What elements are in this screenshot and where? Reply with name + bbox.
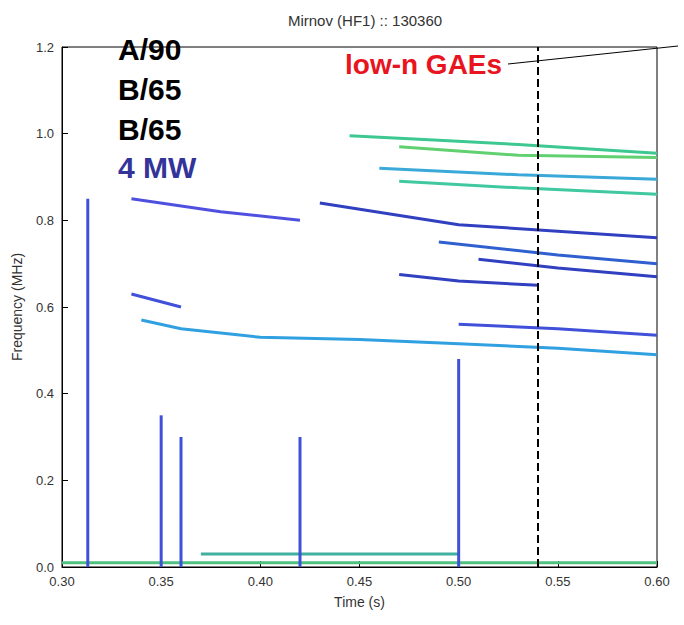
svg-text:Mirnov (HF1) :: 130360: Mirnov (HF1) :: 130360	[288, 12, 442, 29]
svg-text:0.50: 0.50	[446, 574, 471, 589]
svg-text:Frequency (MHz): Frequency (MHz)	[9, 253, 25, 361]
svg-text:0.8: 0.8	[36, 213, 54, 228]
svg-text:0.35: 0.35	[149, 574, 174, 589]
svg-text:0.0: 0.0	[36, 560, 54, 575]
svg-text:low-n GAEs: low-n GAEs	[345, 49, 502, 80]
svg-text:0.4: 0.4	[36, 386, 54, 401]
svg-text:B/65: B/65	[118, 113, 181, 146]
svg-text:A/90: A/90	[118, 33, 181, 66]
svg-text:B/65: B/65	[118, 73, 181, 106]
svg-text:0.55: 0.55	[545, 574, 570, 589]
svg-text:0.60: 0.60	[644, 574, 669, 589]
svg-text:0.6: 0.6	[36, 300, 54, 315]
svg-text:0.30: 0.30	[49, 574, 74, 589]
svg-text:1.2: 1.2	[36, 40, 54, 55]
svg-text:Time (s): Time (s)	[334, 594, 385, 610]
svg-text:0.45: 0.45	[347, 574, 372, 589]
svg-text:1.0: 1.0	[36, 126, 54, 141]
svg-text:0.40: 0.40	[248, 574, 273, 589]
svg-text:0.2: 0.2	[36, 473, 54, 488]
svg-text:4 MW: 4 MW	[118, 151, 197, 184]
